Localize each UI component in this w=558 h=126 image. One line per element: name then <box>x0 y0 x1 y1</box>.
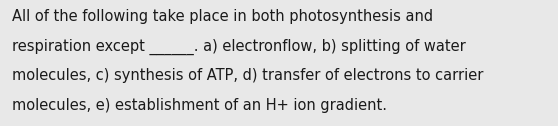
Text: respiration except ______. a) electronflow, b) splitting of water: respiration except ______. a) electronfl… <box>12 38 466 55</box>
Text: All of the following take place in both photosynthesis and: All of the following take place in both … <box>12 9 434 24</box>
Text: molecules, c) synthesis of ATP, d) transfer of electrons to carrier: molecules, c) synthesis of ATP, d) trans… <box>12 68 484 83</box>
Text: molecules, e) establishment of an H+ ion gradient.: molecules, e) establishment of an H+ ion… <box>12 98 387 113</box>
